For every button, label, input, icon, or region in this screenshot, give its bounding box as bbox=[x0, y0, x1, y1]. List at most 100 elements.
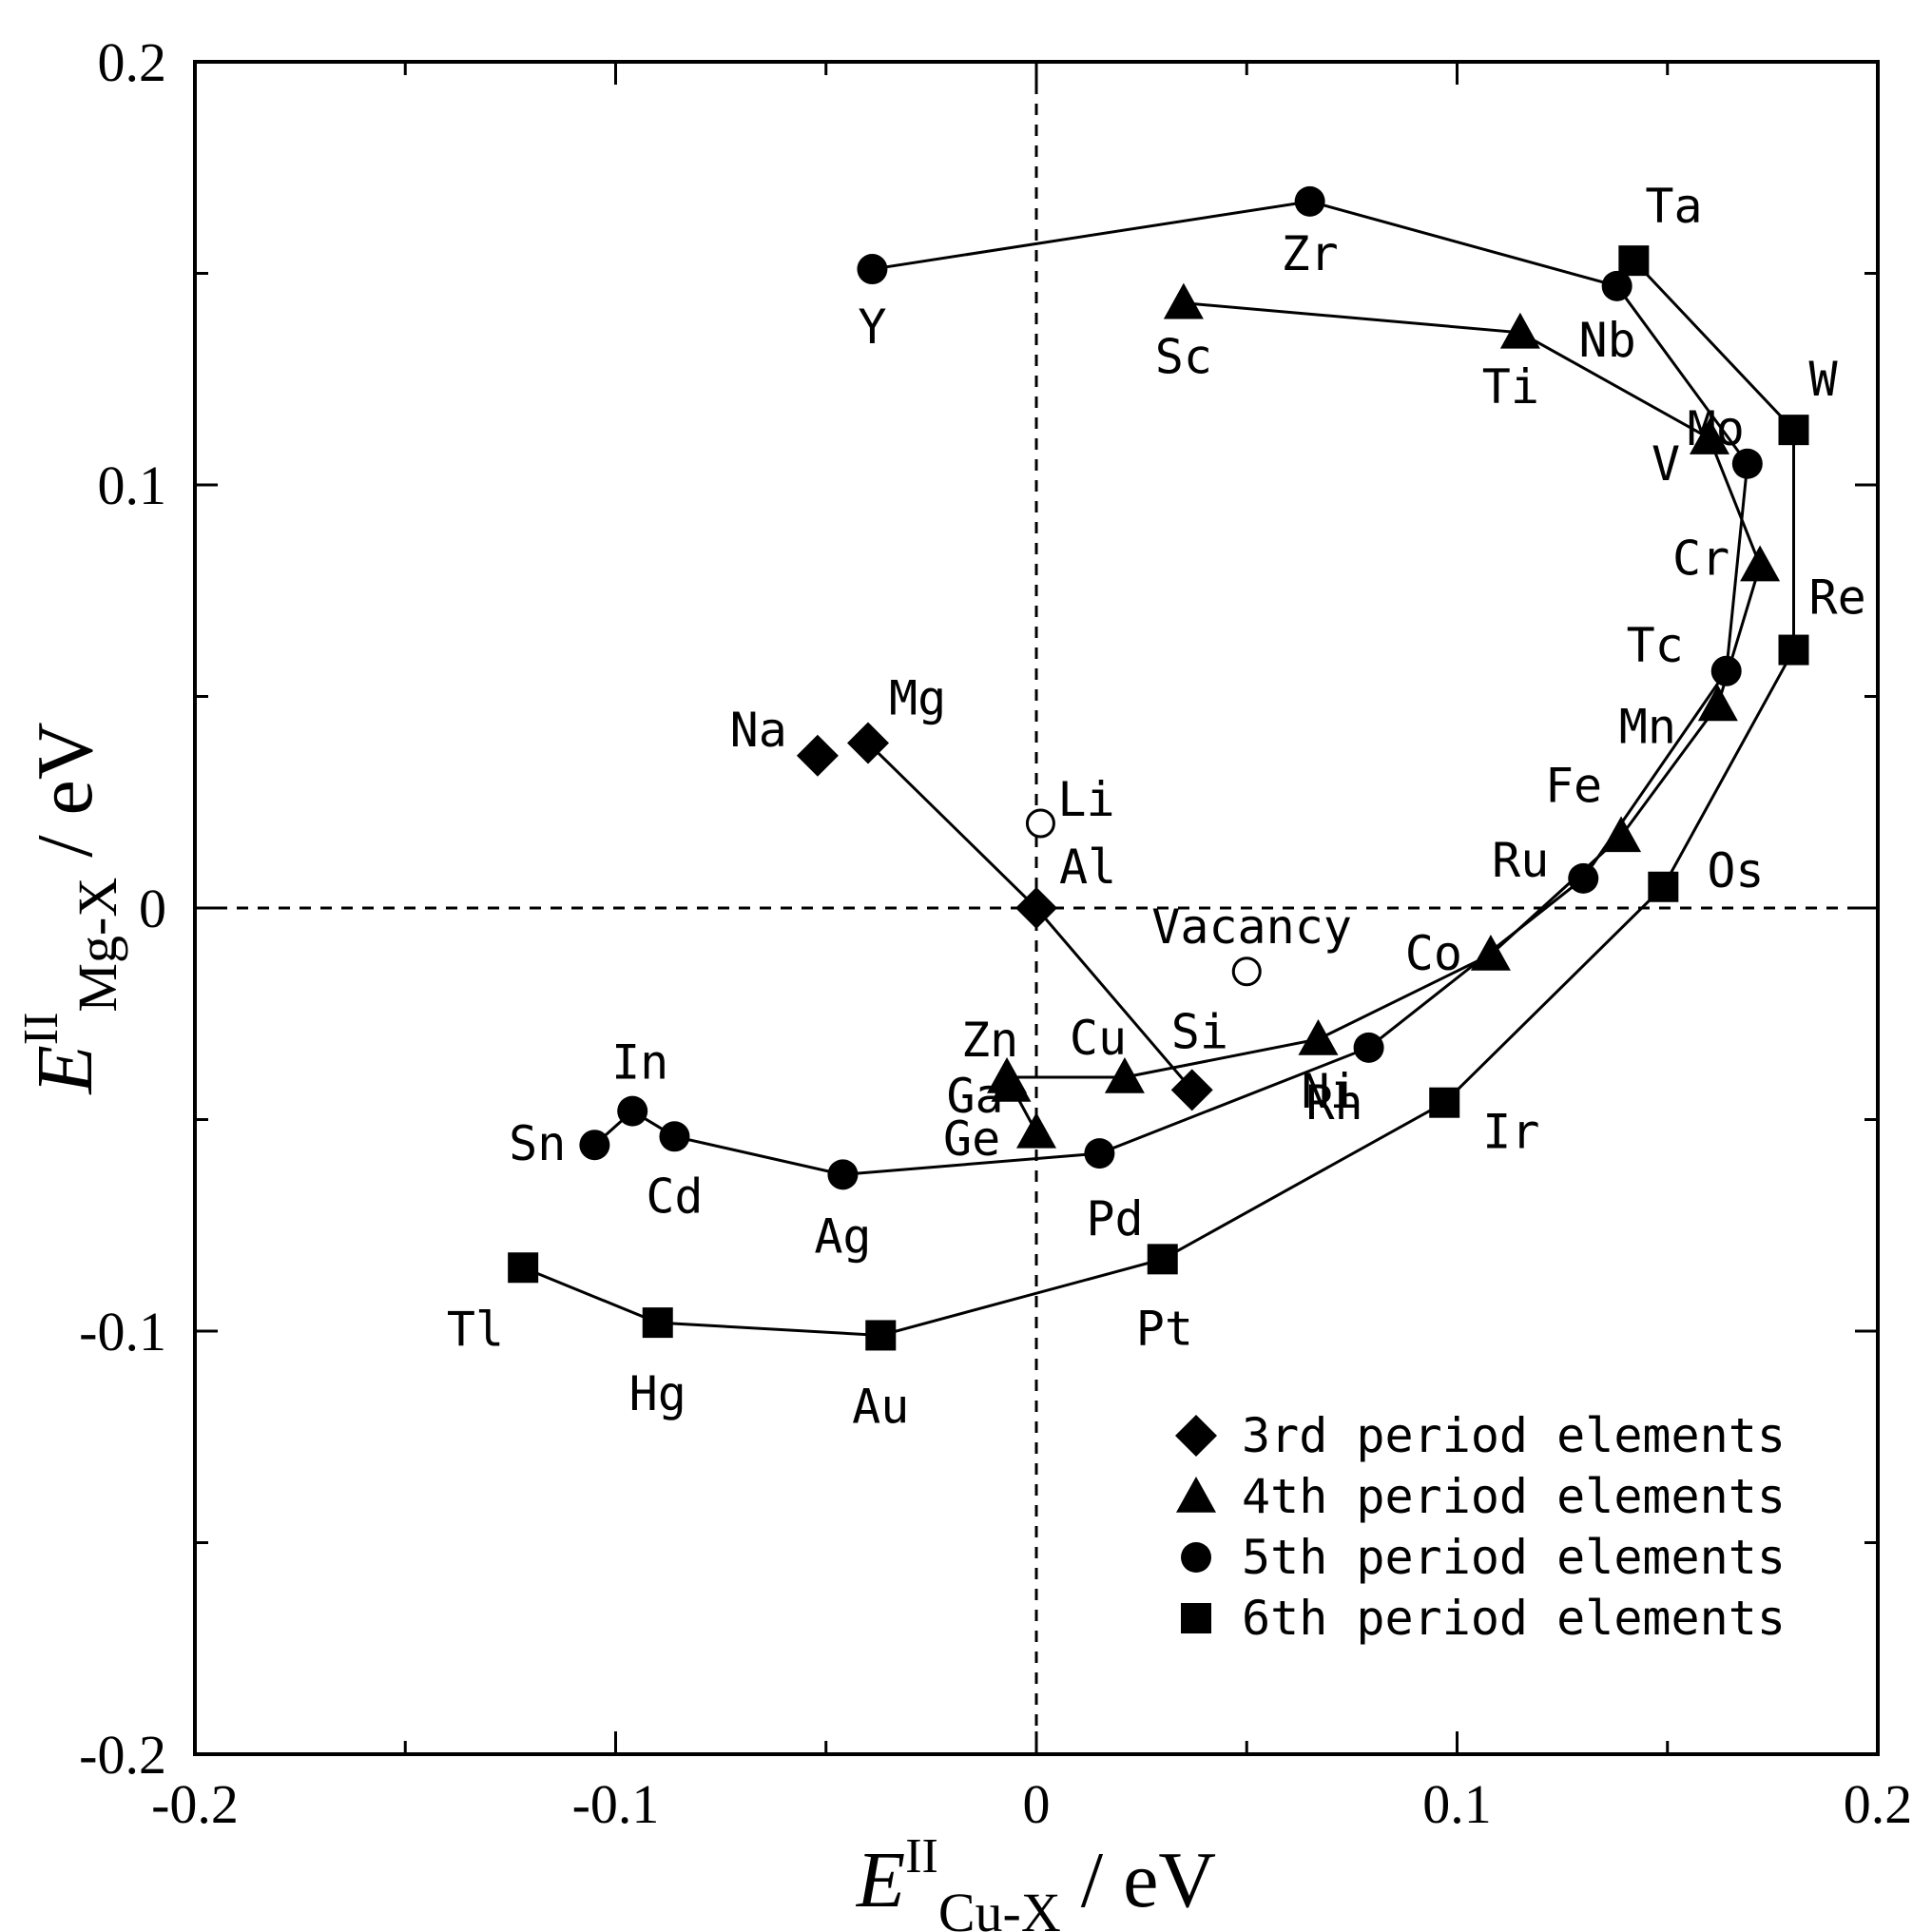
legend-marker-4 bbox=[1181, 1603, 1211, 1633]
label-pd: Pd bbox=[1086, 1191, 1143, 1246]
label-ag: Ag bbox=[814, 1208, 871, 1264]
label-tl: Tl bbox=[447, 1302, 504, 1357]
series-line-4-1 bbox=[522, 260, 1795, 1337]
point-cu bbox=[1104, 1057, 1145, 1093]
legend-label-4: 6th period elements bbox=[1242, 1591, 1786, 1646]
point-pd bbox=[1084, 1138, 1115, 1169]
point-zr bbox=[1294, 185, 1325, 217]
label-in: In bbox=[611, 1035, 668, 1091]
legend: 3rd period elements 4th period elements 5t… bbox=[1175, 1408, 1786, 1646]
point-mn bbox=[1697, 685, 1738, 722]
label-ta: Ta bbox=[1645, 179, 1702, 234]
label-nb: Nb bbox=[1579, 313, 1636, 368]
label-co: Co bbox=[1405, 926, 1462, 981]
point-ga bbox=[991, 1065, 1032, 1102]
label-mg: Mg bbox=[889, 670, 946, 725]
point-ag bbox=[827, 1159, 859, 1190]
label-pt: Pt bbox=[1136, 1301, 1193, 1356]
point-in bbox=[617, 1095, 648, 1127]
label-fe: Fe bbox=[1545, 758, 1602, 813]
legend-marker-3 bbox=[1181, 1542, 1211, 1573]
point-tc bbox=[1710, 655, 1742, 686]
point-ir bbox=[1429, 1087, 1460, 1118]
label-re: Re bbox=[1809, 570, 1866, 626]
label-mn: Mn bbox=[1619, 699, 1676, 754]
point-cd bbox=[659, 1121, 690, 1152]
point-re bbox=[1778, 634, 1809, 666]
point-si bbox=[1170, 1069, 1213, 1111]
point-sn bbox=[579, 1130, 610, 1161]
point-al bbox=[1015, 887, 1057, 929]
point-rh bbox=[1353, 1032, 1384, 1063]
axis-ticks: -0.2 -0.1 0 0.1 0.2 -0.2 -0.1 0 0.1 0.2 bbox=[79, 31, 1912, 1835]
label-ni: Ni bbox=[1301, 1064, 1358, 1119]
point-vacancy bbox=[1231, 956, 1262, 987]
label-os: Os bbox=[1707, 843, 1764, 898]
point-fe bbox=[1601, 816, 1642, 853]
label-cu: Cu bbox=[1070, 1011, 1127, 1066]
y-tick-label: 0.2 bbox=[98, 31, 167, 93]
label-au: Au bbox=[852, 1379, 909, 1434]
point-ta bbox=[1618, 245, 1650, 277]
label-w: W bbox=[1809, 352, 1839, 407]
data-markers bbox=[508, 185, 1809, 1351]
x-tick-label: -0.1 bbox=[572, 1773, 660, 1835]
label-al: Al bbox=[1059, 840, 1116, 895]
label-li: Li bbox=[1057, 772, 1114, 827]
y-tick-label: -0.1 bbox=[79, 1301, 166, 1362]
point-mo bbox=[1731, 448, 1763, 479]
x-tick-label: 0 bbox=[1023, 1773, 1051, 1835]
point-ru bbox=[1568, 862, 1599, 894]
legend-label-1: 3rd period elements bbox=[1242, 1408, 1786, 1463]
y-tick-label: -0.2 bbox=[79, 1724, 166, 1786]
label-zr: Zr bbox=[1282, 226, 1339, 281]
label-v: V bbox=[1652, 436, 1680, 492]
point-ni bbox=[1298, 1018, 1339, 1055]
x-tick-label: 0.1 bbox=[1422, 1773, 1492, 1835]
label-rh: Rh bbox=[1305, 1075, 1362, 1130]
point-os bbox=[1648, 871, 1679, 902]
label-ga: Ga bbox=[946, 1069, 1003, 1124]
x-tick-label: -0.2 bbox=[151, 1773, 239, 1835]
y-axis-title: EIIMg-X / eV bbox=[14, 722, 128, 1094]
legend-label-3: 5th period elements bbox=[1242, 1530, 1786, 1585]
point-sc bbox=[1163, 282, 1204, 319]
label-na: Na bbox=[730, 703, 787, 758]
point-ti bbox=[1499, 312, 1540, 349]
legend-label-2: 4th period elements bbox=[1242, 1469, 1786, 1524]
label-cr: Cr bbox=[1672, 531, 1729, 587]
label-si: Si bbox=[1171, 1004, 1228, 1059]
label-mo: Mo bbox=[1688, 401, 1745, 456]
point-pt bbox=[1147, 1244, 1178, 1275]
point-cr bbox=[1740, 545, 1781, 582]
point-v bbox=[1690, 418, 1729, 454]
y-tick-label: 0.1 bbox=[98, 454, 167, 516]
label-vacancy: Vacancy bbox=[1151, 899, 1352, 955]
legend-marker-2 bbox=[1176, 1477, 1216, 1513]
point-na bbox=[796, 734, 839, 777]
label-cd: Cd bbox=[646, 1169, 703, 1224]
point-li bbox=[1025, 808, 1055, 839]
y-tick-label: 0 bbox=[139, 878, 166, 939]
label-ir: Ir bbox=[1482, 1105, 1539, 1160]
label-sc: Sc bbox=[1155, 330, 1212, 385]
point-hg bbox=[642, 1307, 673, 1339]
x-tick-label: 0.2 bbox=[1844, 1773, 1913, 1835]
point-au bbox=[865, 1320, 897, 1351]
label-y: Y bbox=[858, 299, 886, 355]
point-co bbox=[1470, 934, 1511, 971]
label-tc: Tc bbox=[1627, 618, 1684, 673]
point-y bbox=[857, 254, 888, 285]
point-mg bbox=[847, 722, 889, 764]
label-ge: Ge bbox=[943, 1111, 1000, 1167]
series-line-2-1 bbox=[1007, 301, 1762, 1079]
label-ti: Ti bbox=[1482, 359, 1539, 415]
point-tl bbox=[508, 1252, 539, 1284]
point-ge bbox=[1016, 1111, 1056, 1149]
label-zn: Zn bbox=[961, 1013, 1018, 1068]
point-nb bbox=[1601, 270, 1633, 301]
label-ru: Ru bbox=[1492, 833, 1549, 888]
x-axis-title: EIICu-X / eV bbox=[856, 1829, 1216, 1932]
